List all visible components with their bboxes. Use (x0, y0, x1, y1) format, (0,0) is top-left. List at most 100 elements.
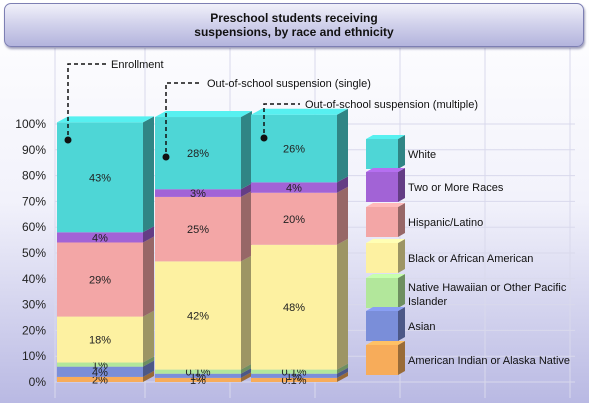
legend-swatch (366, 207, 398, 237)
legend-swatch-side (398, 341, 405, 375)
bar-segment (251, 182, 337, 193)
bar-segment-side (241, 371, 252, 382)
bar-segment (251, 377, 337, 382)
bar-segment (155, 196, 241, 262)
legend-swatch-side (398, 135, 405, 169)
category-callouts: Enrollment Out-of-school suspension (sing… (64, 59, 478, 161)
bar-segment-side (143, 226, 154, 243)
legend-swatch-top (366, 341, 405, 345)
bar-segment-side (337, 108, 348, 183)
bar-segment (251, 244, 337, 370)
legend-label: Two or More Races (408, 182, 504, 194)
data-label: 0.1% (281, 375, 306, 387)
callout-dot (64, 136, 72, 144)
legend-label-line-2: Islander (408, 296, 447, 308)
bar-segment-side (337, 176, 348, 193)
bar-top-face (155, 111, 252, 118)
legend-item: Black or African American (366, 239, 533, 273)
y-tick-label: 60% (22, 220, 46, 234)
legend-item: American Indian or Alaska Native (366, 341, 570, 375)
bar-segment-side (143, 360, 154, 377)
y-tick-label: 50% (22, 246, 46, 260)
callout-dot (260, 134, 268, 142)
legend-label: Native Hawaiian or Other Pacific (408, 282, 567, 294)
legend-swatch-side (398, 239, 405, 273)
y-axis-ticks: 0% 10% 20% 30% 40% 50% 60% 70% 80% 90% 100% (15, 117, 46, 389)
bar-segment (155, 117, 241, 190)
y-tick-label: 90% (22, 143, 46, 157)
legend-label: Hispanic/Latino (408, 217, 483, 229)
category-label: Enrollment (111, 59, 164, 71)
bar-stack-0: 2%4%1%18%29%4%43% (57, 116, 154, 386)
legend-item: Two or More Races (366, 168, 504, 202)
data-label: 1% (190, 375, 206, 387)
legend: White Two or More Races Hispanic/Latino Bla… (366, 135, 570, 375)
legend-label: American Indian or Alaska Native (408, 355, 570, 367)
data-label: 1% (92, 360, 108, 372)
data-label: 1% (190, 371, 206, 383)
data-label: 4% (92, 232, 108, 244)
bar-segment-side (143, 310, 154, 363)
bar-segment (57, 242, 143, 317)
data-label: 4% (92, 367, 108, 379)
legend-swatch (366, 243, 398, 273)
callout-leader (263, 103, 300, 133)
data-label: 43% (89, 172, 111, 184)
chart-title-line-1: Preschool students receiving (210, 11, 378, 25)
bar-stack-1: 1%1%0.1% 42% 25% 3% 28% (155, 111, 252, 387)
callout-leader (165, 82, 202, 152)
legend-swatch (366, 139, 398, 169)
bar-segment-side (337, 363, 348, 374)
data-label: 0.1% (281, 367, 306, 379)
bar-segment (57, 366, 143, 377)
bar-segment-side (241, 190, 252, 262)
bar-segment (251, 114, 337, 183)
data-label: 3% (190, 188, 206, 200)
bar-segment (251, 369, 337, 374)
bar-segment (57, 316, 143, 363)
legend-swatch-top (366, 307, 405, 311)
bar-segment-side (337, 238, 348, 370)
data-label: 4% (286, 183, 302, 195)
chart-title-line-2: suspensions, by race and ethnicity (194, 25, 394, 39)
legend-swatch-side (398, 168, 405, 202)
legend-swatch (366, 278, 398, 308)
legend-label: Asian (408, 321, 436, 333)
data-label: 25% (187, 224, 209, 236)
callout-dot (162, 153, 170, 161)
data-label: 2% (92, 374, 108, 386)
bar-segment (57, 232, 143, 243)
data-label: 29% (89, 275, 111, 287)
bar-segment (57, 376, 143, 382)
legend-swatch-side (398, 203, 405, 237)
data-label: 1% (286, 371, 302, 383)
bar-segment (155, 261, 241, 370)
legend-swatch-top (366, 203, 405, 207)
legend-swatch-top (366, 274, 405, 278)
bar-segment-side (143, 356, 154, 367)
legend-item: Native Hawaiian or Other Pacific Islander (366, 274, 567, 308)
bar-segment-side (337, 371, 348, 382)
legend-item: Hispanic/Latino (366, 203, 483, 237)
y-tick-label: 0% (29, 375, 47, 389)
y-tick-label: 30% (22, 298, 46, 312)
category-label: Out-of-school suspension (multiple) (305, 99, 478, 111)
legend-item: White (366, 135, 436, 169)
bar-segment-side (241, 183, 252, 197)
bar-segment-side (337, 367, 348, 378)
bar-segment-side (241, 111, 252, 190)
legend-label: White (408, 149, 436, 161)
callout-leader (67, 63, 106, 135)
bar-segment-side (241, 363, 252, 374)
legend-item: Asian (366, 307, 436, 341)
bar-segment-side (143, 370, 154, 382)
y-tick-label: 80% (22, 169, 46, 183)
bar-segment (57, 362, 143, 367)
data-label: 26% (283, 144, 305, 156)
category-label: Out-of-school suspension (single) (207, 78, 371, 90)
legend-swatch-top (366, 239, 405, 243)
bar-segment-side (337, 186, 348, 245)
y-tick-label: 10% (22, 349, 46, 363)
